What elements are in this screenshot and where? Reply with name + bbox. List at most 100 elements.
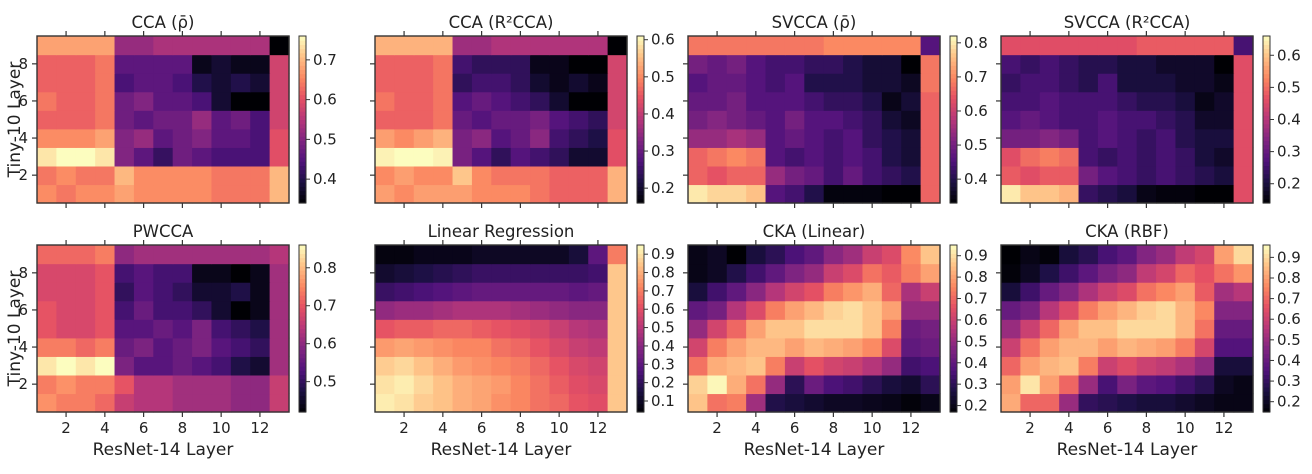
heatmap-cell bbox=[452, 319, 473, 339]
heatmap-cell bbox=[1020, 73, 1041, 93]
heatmap-cell bbox=[1117, 282, 1138, 302]
heatmap-cell bbox=[1039, 165, 1060, 186]
heatmap-cell bbox=[172, 300, 193, 320]
heatmap-cell bbox=[1039, 91, 1060, 111]
heatmap-cell bbox=[804, 36, 825, 56]
heatmap-cell bbox=[530, 73, 551, 93]
heatmap-cell bbox=[433, 73, 454, 93]
heatmap-cell bbox=[211, 91, 232, 111]
heatmap-cell bbox=[375, 337, 395, 357]
plot-frame bbox=[36, 244, 290, 413]
heatmap-cell bbox=[1059, 184, 1080, 204]
heatmap-cell bbox=[230, 165, 251, 186]
heatmap-cell bbox=[881, 319, 902, 339]
heatmap-cell bbox=[510, 54, 531, 74]
colorbar-frame bbox=[1262, 244, 1271, 413]
colorbar-segment bbox=[950, 382, 957, 388]
heatmap-cell bbox=[862, 128, 883, 148]
colorbar-segment bbox=[637, 307, 644, 313]
colorbar-segment bbox=[1263, 98, 1270, 104]
colorbar-segment bbox=[299, 341, 306, 346]
heatmap-cell bbox=[901, 245, 922, 265]
heatmap-cell bbox=[1175, 54, 1196, 74]
heatmap-cell bbox=[823, 91, 844, 111]
colorbar-label: 0.4 bbox=[651, 105, 675, 123]
heatmap-cell bbox=[530, 319, 551, 339]
heatmap-cell bbox=[862, 165, 883, 186]
heatmap-cell bbox=[452, 165, 473, 186]
heatmap-cell bbox=[172, 282, 193, 302]
heatmap-cell bbox=[862, 282, 883, 302]
colorbar-segment bbox=[299, 382, 306, 388]
heatmap-cell bbox=[765, 356, 786, 376]
heatmap-cell bbox=[114, 337, 135, 357]
colorbar-segment bbox=[299, 86, 306, 91]
heatmap-cell bbox=[784, 54, 805, 74]
colorbar-segment bbox=[950, 86, 957, 91]
heatmap-cell bbox=[269, 54, 290, 74]
heatmap-cell bbox=[1214, 165, 1235, 186]
heatmap-cell bbox=[1156, 337, 1177, 357]
heatmap-cell bbox=[133, 54, 154, 74]
colorbar-segment bbox=[1263, 165, 1270, 171]
heatmap-cell bbox=[75, 263, 96, 283]
heatmap-cell bbox=[746, 73, 767, 93]
heatmap-cell bbox=[37, 91, 57, 111]
colorbar-segment bbox=[299, 157, 306, 162]
heatmap-cell bbox=[250, 184, 271, 204]
heatmap-cell bbox=[433, 374, 454, 395]
colorbar-segment bbox=[637, 123, 644, 129]
heatmap-cell bbox=[1020, 54, 1041, 74]
heatmap-cell bbox=[920, 356, 941, 376]
heatmap-cell bbox=[1097, 393, 1118, 413]
colorbar-label: 0.4 bbox=[964, 170, 988, 188]
heatmap-cell bbox=[1136, 184, 1157, 204]
heatmap-cell bbox=[588, 263, 609, 283]
heatmap-cell bbox=[1194, 300, 1215, 320]
heatmap-cell bbox=[746, 374, 767, 395]
heatmap-cell bbox=[1039, 337, 1060, 357]
colorbar-segment bbox=[950, 341, 957, 346]
heatmap-cell bbox=[413, 337, 434, 357]
colorbar-label: 0.1 bbox=[651, 392, 675, 410]
colorbar-segment bbox=[299, 315, 306, 321]
colorbar-segment bbox=[1263, 86, 1270, 91]
heatmap-cell bbox=[588, 184, 609, 204]
heatmap-cell bbox=[1059, 263, 1080, 283]
colorbar-segment bbox=[950, 299, 957, 305]
heatmap-cell bbox=[1194, 110, 1215, 130]
heatmap-cell bbox=[568, 300, 589, 320]
colorbar-segment bbox=[637, 111, 644, 116]
colorbar-segment bbox=[299, 177, 306, 183]
colorbar-label: 0.9 bbox=[964, 247, 988, 265]
heatmap-cell bbox=[862, 245, 883, 265]
heatmap-cell bbox=[413, 73, 434, 93]
heatmap-cell bbox=[394, 147, 415, 167]
heatmap-cell bbox=[881, 36, 902, 56]
heatmap-cell bbox=[530, 393, 551, 413]
colorbar-segment bbox=[950, 361, 957, 367]
heatmap-cell bbox=[413, 356, 434, 376]
heatmap-cell bbox=[920, 337, 941, 357]
heatmap-cell bbox=[765, 263, 786, 283]
heatmap-cell bbox=[1175, 356, 1196, 376]
panel-title: PWCCA bbox=[133, 222, 194, 241]
heatmap-cell bbox=[1156, 374, 1177, 395]
heatmap-cell bbox=[881, 356, 902, 376]
heatmap-cell bbox=[1233, 91, 1254, 111]
heatmap-cell bbox=[211, 374, 232, 395]
heatmap-cell bbox=[588, 165, 609, 186]
heatmap-cell bbox=[1233, 36, 1254, 56]
colorbar-segment bbox=[1263, 261, 1270, 267]
heatmap-cell bbox=[114, 73, 135, 93]
heatmap-cell bbox=[607, 73, 628, 93]
heatmap-panel-5: PWCCA 2 4 6 8 10 12 2 4 6 8 0.5 0.6 0.7 0.8 Tiny-10 Lay… bbox=[5, 222, 337, 460]
colorbar-segment bbox=[637, 144, 644, 150]
heatmap-cell bbox=[1156, 282, 1177, 302]
heatmap-cell bbox=[920, 73, 941, 93]
heatmap-cell bbox=[881, 282, 902, 302]
colorbar-segment bbox=[950, 278, 957, 284]
colorbar-segment bbox=[1263, 332, 1270, 338]
colorbar-segment bbox=[950, 177, 957, 183]
heatmap-cell bbox=[804, 128, 825, 148]
